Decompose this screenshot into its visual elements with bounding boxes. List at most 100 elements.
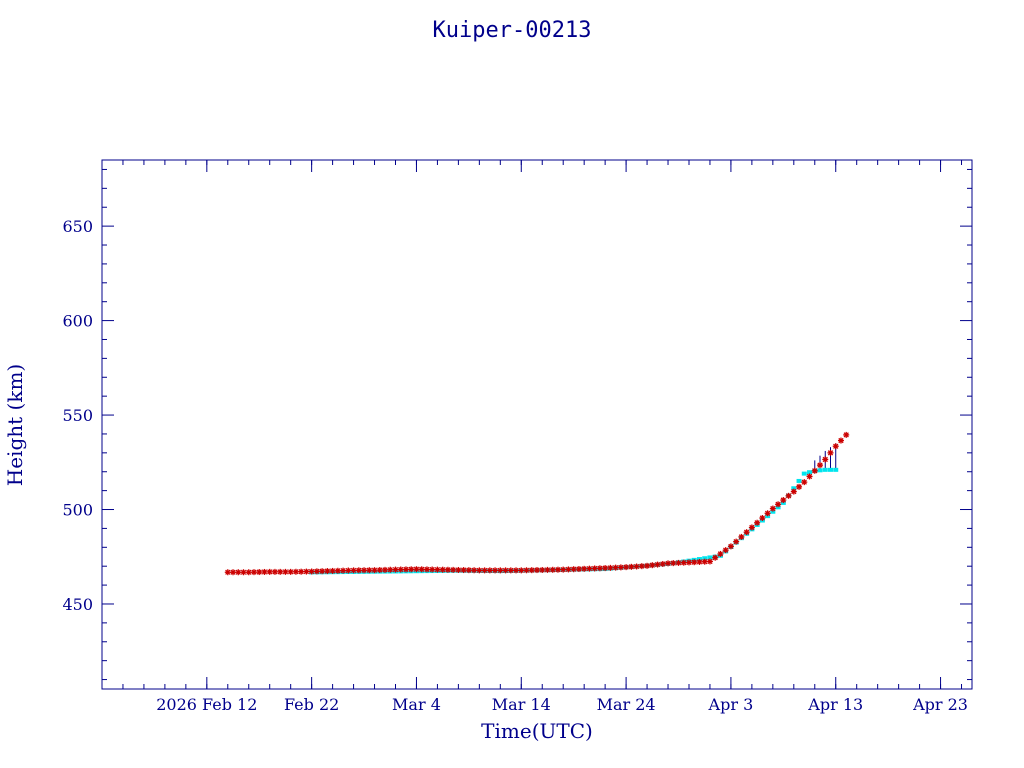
observed-point [796, 483, 803, 490]
observed-point [476, 567, 483, 574]
observed-point [460, 567, 467, 574]
observed-point [287, 568, 294, 575]
observed-point [261, 568, 268, 575]
observed-point [486, 567, 493, 574]
observed-point [602, 565, 609, 572]
observed-point [832, 443, 839, 450]
y-tick-label: 650 [62, 217, 93, 236]
observed-point [471, 567, 478, 574]
y-tick-label: 550 [62, 406, 93, 425]
observed-point [764, 510, 771, 517]
observed-point [822, 456, 829, 463]
observed-point [256, 569, 263, 576]
observed-point [507, 567, 514, 574]
observed-point [769, 505, 776, 512]
observed-point [345, 567, 352, 574]
observed-point [387, 566, 394, 573]
observed-point [450, 566, 457, 573]
observed-point [560, 566, 567, 573]
observed-point [266, 568, 273, 575]
observed-point [759, 515, 766, 522]
observed-point [308, 568, 315, 575]
x-tick-label: Apr 13 [807, 695, 863, 714]
observed-point [513, 567, 520, 574]
observed-point [827, 449, 834, 456]
observed-point [423, 566, 430, 573]
reference-point [770, 509, 776, 514]
chart-title: Kuiper-00213 [433, 18, 592, 43]
x-tick-label: Mar 14 [492, 695, 551, 714]
observed-point [706, 558, 713, 565]
observed-point [696, 558, 703, 565]
observed-point [413, 566, 420, 573]
observed-point [523, 567, 530, 574]
observed-point [806, 473, 813, 480]
observed-point [240, 569, 247, 576]
observed-point [670, 560, 677, 567]
observed-point [596, 565, 603, 572]
observed-point [324, 568, 331, 575]
observed-point [371, 567, 378, 574]
observed-point [492, 567, 499, 574]
reference-point [822, 467, 828, 472]
observed-point [429, 566, 436, 573]
observed-point [361, 567, 368, 574]
observed-point [539, 566, 546, 573]
observed-point [817, 462, 824, 469]
observed-point [481, 567, 488, 574]
x-tick-label: Apr 23 [912, 695, 968, 714]
observed-point [644, 562, 651, 569]
observed-point [549, 566, 556, 573]
observed-point [843, 431, 850, 438]
observed-point [313, 568, 320, 575]
observed-point [811, 467, 818, 474]
observed-point [230, 569, 237, 576]
observed-point [518, 567, 525, 574]
observed-point [581, 565, 588, 572]
reference-point [796, 478, 802, 483]
reference-point [801, 471, 807, 476]
reference-point [791, 486, 797, 491]
observed-point [633, 563, 640, 570]
observed-point [376, 567, 383, 574]
observed-point [224, 569, 231, 576]
observed-point [649, 562, 656, 569]
y-axis-label: Height (km) [3, 364, 27, 486]
reference-point [807, 470, 813, 475]
observed-point [565, 566, 572, 573]
observed-point [329, 567, 336, 574]
observed-point [340, 567, 347, 574]
reference-point [827, 467, 833, 472]
observed-point [675, 559, 682, 566]
observed-point [245, 569, 252, 576]
observed-point [397, 566, 404, 573]
observed-point [722, 547, 729, 554]
observed-point [607, 564, 614, 571]
observed-point [701, 558, 708, 565]
observed-point [801, 479, 808, 486]
observed-point [575, 566, 582, 573]
observed-point [554, 566, 561, 573]
observed-point [775, 501, 782, 508]
observed-point [392, 566, 399, 573]
y-tick-label: 450 [62, 595, 93, 614]
observed-point [785, 492, 792, 499]
x-tick-label: Mar 24 [597, 695, 656, 714]
observed-point [528, 567, 535, 574]
observed-point [790, 488, 797, 495]
observed-point [350, 567, 357, 574]
observed-point [733, 538, 740, 545]
observed-point [271, 568, 278, 575]
observed-point [497, 567, 504, 574]
observed-point [544, 566, 551, 573]
reference-point [707, 555, 713, 560]
y-tick-label: 500 [62, 501, 93, 520]
observed-point [680, 559, 687, 566]
observed-point [439, 566, 446, 573]
x-tick-label: Feb 22 [284, 695, 339, 714]
observed-point [685, 559, 692, 566]
observed-point [502, 567, 509, 574]
observed-point [303, 568, 310, 575]
x-axis-label: Time(UTC) [481, 719, 593, 743]
